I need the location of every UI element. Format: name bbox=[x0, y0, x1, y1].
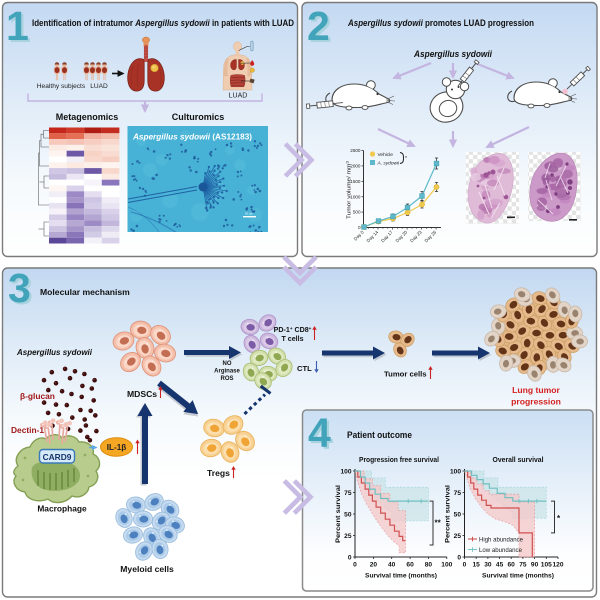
svg-text:Aspergillus sydowii (AS12183): Aspergillus sydowii (AS12183) bbox=[132, 132, 252, 142]
svg-text:A. sydowii: A. sydowii bbox=[377, 161, 401, 167]
svg-text:120: 120 bbox=[552, 562, 563, 569]
svg-text:progression: progression bbox=[511, 397, 561, 407]
svg-text:Percent survival: Percent survival bbox=[335, 485, 342, 543]
svg-text:Aspergillus sydowii: Aspergillus sydowii bbox=[413, 49, 492, 59]
svg-text:1500: 1500 bbox=[350, 179, 361, 184]
svg-text:75: 75 bbox=[454, 490, 462, 497]
svg-text:MDSCs: MDSCs bbox=[127, 389, 157, 399]
svg-text:CTL: CTL bbox=[297, 364, 312, 373]
svg-text:50: 50 bbox=[454, 511, 462, 518]
svg-text:Patient outcome: Patient outcome bbox=[347, 430, 412, 440]
svg-text:*: * bbox=[557, 514, 561, 523]
svg-text:2: 2 bbox=[309, 5, 332, 51]
svg-text:Low abundance: Low abundance bbox=[479, 547, 523, 554]
svg-text:60: 60 bbox=[406, 562, 414, 569]
svg-text:3: 3 bbox=[8, 265, 31, 311]
svg-text:1: 1 bbox=[6, 3, 29, 49]
svg-text:0: 0 bbox=[463, 562, 467, 569]
svg-text:LUAD: LUAD bbox=[229, 93, 248, 100]
svg-text:Macrophage: Macrophage bbox=[37, 504, 87, 514]
svg-text:Healthy subjects: Healthy subjects bbox=[37, 83, 86, 90]
svg-text:Tumor volume/ mm3: Tumor volume/ mm3 bbox=[344, 160, 353, 219]
svg-text:0: 0 bbox=[348, 554, 352, 561]
svg-text:β-glucan: β-glucan bbox=[20, 391, 55, 401]
svg-text:Myeloid cells: Myeloid cells bbox=[120, 564, 174, 574]
svg-text:Percent survival: Percent survival bbox=[445, 485, 452, 543]
svg-text:Tumor cells: Tumor cells bbox=[384, 370, 427, 379]
svg-text:Survival time (months): Survival time (months) bbox=[482, 573, 554, 580]
svg-text:2000: 2000 bbox=[350, 164, 361, 169]
svg-text:15: 15 bbox=[473, 562, 481, 569]
svg-text:80: 80 bbox=[425, 562, 433, 569]
svg-text:4: 4 bbox=[310, 412, 333, 458]
svg-text:1000: 1000 bbox=[350, 194, 361, 199]
svg-text:T cells: T cells bbox=[281, 335, 303, 343]
svg-text:25: 25 bbox=[344, 533, 352, 540]
svg-text:90: 90 bbox=[531, 562, 539, 569]
svg-text:Arginase: Arginase bbox=[214, 369, 240, 375]
svg-text:0: 0 bbox=[353, 562, 357, 569]
svg-text:1: 1 bbox=[8, 5, 31, 51]
svg-text:LUAD: LUAD bbox=[90, 83, 108, 90]
svg-text:Molecular mechanism: Molecular mechanism bbox=[40, 287, 130, 297]
svg-text:105: 105 bbox=[541, 562, 552, 569]
svg-text:Culturomics: Culturomics bbox=[172, 112, 225, 122]
svg-text:Overall survival: Overall survival bbox=[493, 455, 544, 464]
svg-text:ROS: ROS bbox=[220, 376, 233, 382]
svg-text:100: 100 bbox=[450, 468, 461, 475]
svg-text:0: 0 bbox=[358, 225, 361, 230]
svg-text:IL-1β: IL-1β bbox=[107, 443, 127, 452]
svg-text:Aspergillus sydowii: Aspergillus sydowii bbox=[16, 347, 92, 357]
svg-text:45: 45 bbox=[496, 562, 504, 569]
svg-text:PD-1+ CD8+: PD-1+ CD8+ bbox=[274, 326, 312, 335]
svg-text:Identification of intratumor A: Identification of intratumor Aspergillus… bbox=[32, 18, 294, 28]
svg-text:75: 75 bbox=[519, 562, 527, 569]
svg-text:Vehicle: Vehicle bbox=[378, 152, 394, 158]
svg-text:2500: 2500 bbox=[350, 148, 361, 153]
svg-text:Tregs: Tregs bbox=[207, 468, 230, 478]
svg-text:500: 500 bbox=[353, 210, 361, 215]
svg-text:100: 100 bbox=[340, 468, 351, 475]
svg-text:Progression free survival: Progression free survival bbox=[359, 455, 439, 464]
svg-text:0: 0 bbox=[457, 554, 461, 561]
svg-text:3: 3 bbox=[10, 267, 33, 313]
svg-text:Dectin-1: Dectin-1 bbox=[11, 425, 44, 435]
svg-text:4: 4 bbox=[308, 410, 331, 456]
svg-text:50: 50 bbox=[344, 511, 352, 518]
svg-text:Survival time (months): Survival time (months) bbox=[365, 573, 437, 580]
svg-text:Lung tumor: Lung tumor bbox=[512, 385, 560, 395]
svg-text:20: 20 bbox=[370, 562, 378, 569]
svg-text:NO: NO bbox=[223, 361, 232, 367]
svg-text:75: 75 bbox=[344, 490, 352, 497]
svg-text:*: * bbox=[405, 156, 407, 162]
svg-text:100: 100 bbox=[441, 562, 452, 569]
svg-text:60: 60 bbox=[508, 562, 516, 569]
svg-text:25: 25 bbox=[454, 533, 462, 540]
svg-text:2: 2 bbox=[307, 3, 330, 49]
svg-text:Metagenomics: Metagenomics bbox=[56, 112, 119, 122]
svg-text:**: ** bbox=[435, 519, 442, 528]
svg-text:High abundance: High abundance bbox=[479, 537, 524, 544]
svg-text:50 um: 50 um bbox=[245, 212, 254, 216]
svg-text:CARD9: CARD9 bbox=[43, 452, 72, 462]
svg-text:Aspergillus sydowii promotes L: Aspergillus sydowii promotes LUAD progre… bbox=[347, 18, 534, 28]
svg-text:30: 30 bbox=[484, 562, 492, 569]
svg-text:40: 40 bbox=[388, 562, 396, 569]
